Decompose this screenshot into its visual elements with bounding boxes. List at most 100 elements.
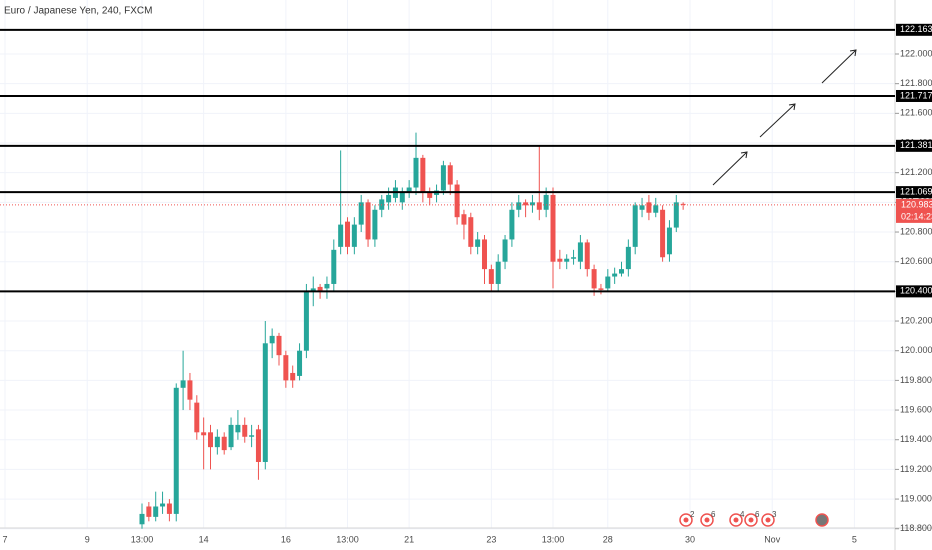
candle-body [297,350,303,376]
candle-body [255,429,261,462]
x-tick-label: Nov [764,534,781,544]
y-tick-label: 122.000 [900,48,932,58]
candle-body [399,191,405,203]
candle-body [269,335,275,344]
candle-body [502,239,508,262]
candle-body [440,165,446,191]
candle-body [632,205,638,247]
candle-body [666,227,672,255]
arrow [821,49,857,84]
candle-body [351,224,357,247]
candle-body [673,202,679,228]
candle-body [427,191,433,198]
candle-body [139,513,145,525]
event-dot [733,517,739,523]
candle-body [166,503,172,514]
candle-body [283,355,289,381]
candle-body [550,194,556,262]
candle-body [153,506,159,517]
arrow-head [849,49,857,57]
x-tick-label: 13:00 [542,534,565,544]
x-tick-label: 23 [486,534,496,544]
candle-body [413,157,419,188]
candle-body [201,432,207,436]
candle-body [249,435,255,437]
event-count: 3 [772,510,777,519]
event-dot [748,517,754,523]
candle-body [194,402,200,433]
event-dot [704,517,710,523]
candle-body [365,202,371,240]
event-icon [815,513,829,527]
level-label: 120.400 [900,286,932,296]
candle-body [557,258,563,262]
level-box [896,89,932,102]
candle-body [338,224,344,247]
candle-body [228,424,234,448]
candle-body [468,217,474,247]
candle-body [660,209,666,258]
level-box [896,139,932,152]
candle-body [447,165,453,185]
y-tick-label: 121.600 [900,108,932,118]
x-tick-label: 16 [281,534,291,544]
event-dot [683,517,689,523]
level-box [896,186,932,199]
arrow [712,151,748,186]
candle-body [646,202,652,213]
x-tick-label: 28 [603,534,613,544]
candle-body [276,335,282,356]
x-tick-label: 9 [85,534,90,544]
event-count: 6 [711,510,716,519]
candle-body [290,372,296,381]
trend-arrows [712,49,857,186]
candle-body [242,424,248,437]
candle-body [475,239,481,247]
candle-body [331,249,337,284]
candle-body [221,436,227,451]
countdown-label: 02:14:23 [901,211,932,221]
event-count: 4 [740,510,745,519]
candle-body [543,194,549,210]
last-price-label: 120.983 [901,199,932,209]
y-tick-label: 119.800 [900,375,932,385]
grid [0,0,895,530]
y-tick-label: 119.000 [900,493,932,503]
arrow-head [788,103,796,111]
candle-body [591,269,597,289]
x-tick-label: 21 [404,534,414,544]
candle-body [160,503,166,507]
candle-body [303,291,309,351]
candle-body [529,202,535,206]
candle-body [495,261,501,284]
candle-body [406,187,412,192]
x-tick-label: 5 [852,534,857,544]
level-label: 122.163 [900,24,932,34]
event-marker: 3 [761,510,777,527]
candle-body [571,257,577,259]
level-box [896,23,932,36]
candle-body [146,506,152,517]
candle-body [180,380,186,388]
y-tick-label: 119.600 [900,404,932,414]
candle-body [584,242,590,270]
event-marker: 2 [679,510,695,527]
y-tick-label: 121.200 [900,167,932,177]
candle-body [516,202,522,210]
candle-body [639,205,645,210]
event-dot [765,517,771,523]
candle-body [345,221,350,247]
event-count: 6 [755,510,760,519]
candle-body [598,288,604,290]
x-tick-label: 14 [199,534,209,544]
y-tick-label: 120.200 [900,315,932,325]
x-tick-label: 7 [2,534,7,544]
level-label: 121.069 [900,186,932,196]
candle-body [536,202,542,210]
x-tick-label: 30 [685,534,695,544]
candle-body [488,269,494,284]
candle-body [482,239,487,270]
candle-body [454,184,460,218]
